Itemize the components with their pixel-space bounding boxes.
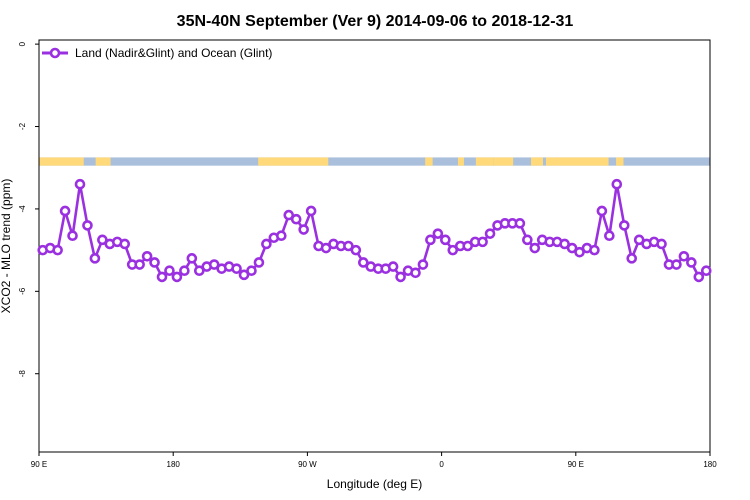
data-point-23	[208, 259, 220, 270]
data-point-33	[283, 209, 295, 221]
data-point-38	[320, 242, 332, 254]
data-point-87	[686, 257, 697, 268]
data-point-41	[343, 240, 354, 252]
data-point-50	[410, 267, 421, 279]
y-tick-label-3: -6	[18, 287, 27, 295]
strip-land-9	[616, 157, 624, 166]
data-point-83	[656, 238, 667, 250]
data-point-52	[425, 234, 436, 246]
data-point-64	[514, 218, 526, 229]
data-point-16	[156, 271, 168, 283]
y-tick-label-2: -4	[18, 205, 27, 213]
data-point-42	[350, 244, 362, 256]
data-point-32	[276, 230, 287, 241]
strip-land-7	[531, 157, 543, 166]
data-point-6	[82, 220, 93, 231]
data-point-21	[193, 265, 205, 277]
data-point-53	[432, 228, 444, 239]
strip-land-8	[545, 157, 609, 166]
data-point-35	[298, 224, 309, 235]
data-point-51	[417, 259, 429, 270]
data-point-47	[387, 261, 399, 272]
plot-frame	[38, 39, 711, 453]
data-point-70	[559, 238, 570, 250]
data-point-72	[574, 246, 585, 258]
strip-land-0	[39, 157, 84, 166]
data-point-7	[89, 253, 101, 264]
data-point-3	[59, 205, 71, 217]
series-land-ocean	[37, 178, 712, 283]
data-point-30	[261, 238, 272, 250]
data-point-55	[447, 244, 459, 256]
data-point-17	[164, 265, 175, 277]
data-point-59	[477, 236, 488, 248]
x-axis: 90 E 180 90 W 0 90 E 180	[31, 452, 717, 469]
strip-ocean	[39, 157, 710, 166]
data-point-86	[678, 250, 690, 262]
data-point-20	[186, 253, 198, 264]
x-tick-label-0: 90 E	[31, 460, 47, 469]
land-ocean-strip	[39, 157, 710, 166]
x-tick-label-4: 90 E	[568, 460, 584, 469]
data-point-5	[74, 178, 86, 190]
data-point-14	[141, 250, 153, 262]
y-tick-label-4: -8	[18, 370, 27, 378]
x-axis-label: Longitude (deg E)	[327, 477, 422, 491]
x-tick-label-5: 180	[703, 460, 717, 469]
data-point-76	[604, 230, 615, 241]
strip-land-4	[458, 157, 464, 166]
data-point-18	[171, 271, 183, 283]
strip-land-6	[493, 157, 514, 166]
y-axis-label: XCO2 - MLO trend (ppm)	[0, 179, 13, 314]
y-tick-label-1: -2	[18, 122, 27, 130]
data-point-36	[305, 205, 317, 217]
data-point-4	[67, 230, 78, 241]
data-point-79	[626, 253, 638, 264]
data-point-60	[484, 228, 496, 239]
data-point-57	[462, 240, 473, 252]
data-point-15	[149, 257, 160, 268]
data-point-29	[253, 257, 265, 268]
data-point-80	[633, 234, 645, 246]
data-point-19	[179, 265, 190, 277]
data-point-66	[529, 242, 541, 254]
data-point-26	[231, 263, 242, 274]
strip-land-3	[425, 157, 433, 166]
y-tick-label-0: 0	[18, 41, 27, 46]
data-point-78	[618, 220, 630, 231]
chart-title: 35N-40N September (Ver 9) 2014-09-06 to …	[177, 13, 574, 30]
data-point-88	[693, 271, 705, 283]
x-tick-label-3: 0	[439, 460, 444, 469]
data-point-89	[700, 265, 712, 277]
strip-land-5	[475, 157, 494, 166]
data-point-2	[52, 244, 63, 256]
data-point-11	[119, 238, 131, 250]
x-tick-label-1: 180	[167, 460, 181, 469]
data-point-54	[440, 234, 451, 246]
data-point-8	[97, 234, 108, 246]
data-point-65	[522, 234, 533, 246]
data-point-48	[395, 271, 406, 283]
legend-swatch-marker	[49, 47, 61, 59]
data-point-43	[358, 257, 369, 268]
data-point-13	[134, 259, 145, 270]
data-point-74	[589, 244, 600, 256]
data-point-71	[566, 242, 578, 254]
legend: Land (Nadir&Glint) and Ocean (Glint)	[42, 46, 272, 60]
data-point-75	[596, 205, 608, 217]
strip-land-2	[258, 157, 329, 166]
data-point-28	[246, 265, 257, 277]
data-point-27	[238, 269, 250, 281]
legend-label: Land (Nadir&Glint) and Ocean (Glint)	[75, 46, 272, 60]
strip-land-1	[95, 157, 111, 166]
data-point-34	[290, 213, 302, 225]
x-tick-label-2: 90 W	[298, 460, 317, 469]
data-point-85	[671, 259, 682, 270]
y-axis: 0 -2 -4 -6 -8	[18, 41, 39, 377]
data-point-77	[611, 178, 623, 190]
